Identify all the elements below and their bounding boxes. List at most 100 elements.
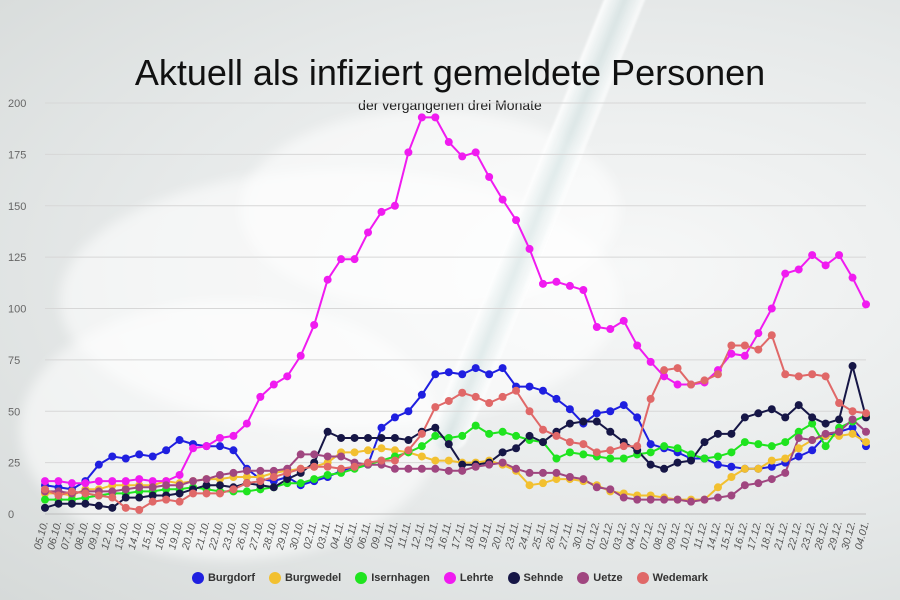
chart-subtitle: der vergangenen drei Monate bbox=[358, 97, 542, 113]
data-point-sehnde bbox=[175, 489, 184, 498]
data-point-isernhagen bbox=[740, 438, 749, 447]
data-point-isernhagen bbox=[417, 442, 426, 451]
data-point-wedemark bbox=[619, 442, 628, 451]
data-point-burgwedel bbox=[740, 464, 749, 473]
data-point-burgwedel bbox=[390, 446, 399, 455]
data-point-uetze bbox=[848, 415, 857, 424]
data-point-lehrte bbox=[767, 304, 776, 313]
data-point-uetze bbox=[458, 466, 467, 475]
data-point-wedemark bbox=[337, 464, 346, 473]
data-point-wedemark bbox=[592, 448, 601, 457]
data-point-isernhagen bbox=[794, 427, 803, 436]
data-point-uetze bbox=[767, 475, 776, 484]
data-point-isernhagen bbox=[458, 431, 467, 440]
data-point-lehrte bbox=[592, 322, 601, 331]
data-point-burgdorf bbox=[121, 454, 130, 463]
data-point-sehnde bbox=[835, 415, 844, 424]
data-point-sehnde bbox=[794, 401, 803, 410]
data-point-lehrte bbox=[269, 380, 278, 389]
data-point-uetze bbox=[781, 468, 790, 477]
data-point-lehrte bbox=[67, 479, 76, 488]
data-point-uetze bbox=[229, 468, 238, 477]
data-point-lehrte bbox=[377, 207, 386, 216]
data-point-lehrte bbox=[148, 477, 157, 486]
data-point-sehnde bbox=[660, 464, 669, 473]
data-point-lehrte bbox=[552, 277, 561, 286]
data-point-uetze bbox=[215, 470, 224, 479]
data-point-burgdorf bbox=[848, 423, 857, 432]
data-point-wedemark bbox=[687, 380, 696, 389]
data-point-lehrte bbox=[660, 372, 669, 381]
data-point-uetze bbox=[794, 433, 803, 442]
data-point-burgdorf bbox=[606, 407, 615, 416]
data-point-wedemark bbox=[471, 392, 480, 401]
data-point-wedemark bbox=[646, 394, 655, 403]
legend-marker bbox=[355, 572, 368, 584]
data-point-wedemark bbox=[41, 485, 49, 494]
chart-title: Aktuell als infiziert gemeldete Personen bbox=[134, 52, 766, 93]
data-point-wedemark bbox=[54, 491, 63, 500]
data-point-sehnde bbox=[54, 499, 63, 508]
data-point-lehrte bbox=[417, 113, 426, 122]
data-point-uetze bbox=[202, 475, 211, 484]
data-point-lehrte bbox=[821, 261, 830, 270]
data-point-sehnde bbox=[687, 456, 696, 465]
data-point-burgdorf bbox=[458, 370, 467, 379]
data-point-uetze bbox=[713, 493, 722, 502]
data-point-uetze bbox=[269, 466, 278, 475]
data-point-uetze bbox=[660, 495, 669, 504]
data-point-uetze bbox=[835, 427, 844, 436]
data-point-sehnde bbox=[377, 433, 386, 442]
data-point-uetze bbox=[390, 464, 399, 473]
data-point-isernhagen bbox=[579, 450, 588, 459]
data-point-lehrte bbox=[471, 148, 480, 157]
data-point-burgdorf bbox=[431, 370, 440, 379]
data-point-sehnde bbox=[41, 503, 49, 512]
data-point-wedemark bbox=[269, 473, 278, 482]
data-point-lehrte bbox=[512, 216, 521, 225]
data-point-burgwedel bbox=[713, 483, 722, 492]
data-point-burgwedel bbox=[862, 438, 870, 447]
data-point-uetze bbox=[565, 473, 574, 482]
data-point-sehnde bbox=[700, 438, 709, 447]
data-point-uetze bbox=[108, 487, 117, 496]
legend-item-burgwedel: Burgwedel bbox=[268, 572, 341, 584]
data-point-uetze bbox=[821, 429, 830, 438]
data-point-lehrte bbox=[135, 475, 144, 484]
data-point-lehrte bbox=[175, 470, 184, 479]
data-point-uetze bbox=[552, 468, 561, 477]
data-point-uetze bbox=[337, 452, 346, 461]
legend-item-lehrte: Lehrte bbox=[443, 572, 494, 584]
data-point-wedemark bbox=[390, 456, 399, 465]
data-point-lehrte bbox=[794, 265, 803, 274]
data-point-isernhagen bbox=[552, 454, 561, 463]
data-point-isernhagen bbox=[821, 442, 830, 451]
y-tick-label: 175 bbox=[8, 149, 26, 161]
data-point-burgdorf bbox=[162, 446, 171, 455]
data-point-wedemark bbox=[821, 372, 830, 381]
data-point-uetze bbox=[404, 464, 413, 473]
data-point-lehrte bbox=[619, 316, 628, 325]
data-point-uetze bbox=[754, 479, 763, 488]
data-point-isernhagen bbox=[565, 448, 574, 457]
data-point-uetze bbox=[431, 464, 440, 473]
data-point-uetze bbox=[592, 483, 601, 492]
data-point-isernhagen bbox=[727, 448, 736, 457]
data-point-sehnde bbox=[498, 448, 507, 457]
legend-label: Lehrte bbox=[459, 572, 494, 584]
data-point-sehnde bbox=[592, 417, 601, 426]
data-point-wedemark bbox=[498, 392, 507, 401]
data-point-wedemark bbox=[673, 364, 682, 373]
legend-label: Uetze bbox=[593, 572, 623, 584]
data-point-lehrte bbox=[431, 113, 440, 122]
data-point-sehnde bbox=[108, 503, 117, 512]
data-point-wedemark bbox=[606, 446, 615, 455]
data-point-uetze bbox=[862, 427, 870, 436]
data-point-uetze bbox=[162, 481, 171, 490]
data-point-burgdorf bbox=[552, 394, 561, 403]
data-point-sehnde bbox=[323, 427, 332, 436]
data-point-isernhagen bbox=[606, 454, 615, 463]
data-point-isernhagen bbox=[660, 442, 669, 451]
data-point-isernhagen bbox=[781, 438, 790, 447]
